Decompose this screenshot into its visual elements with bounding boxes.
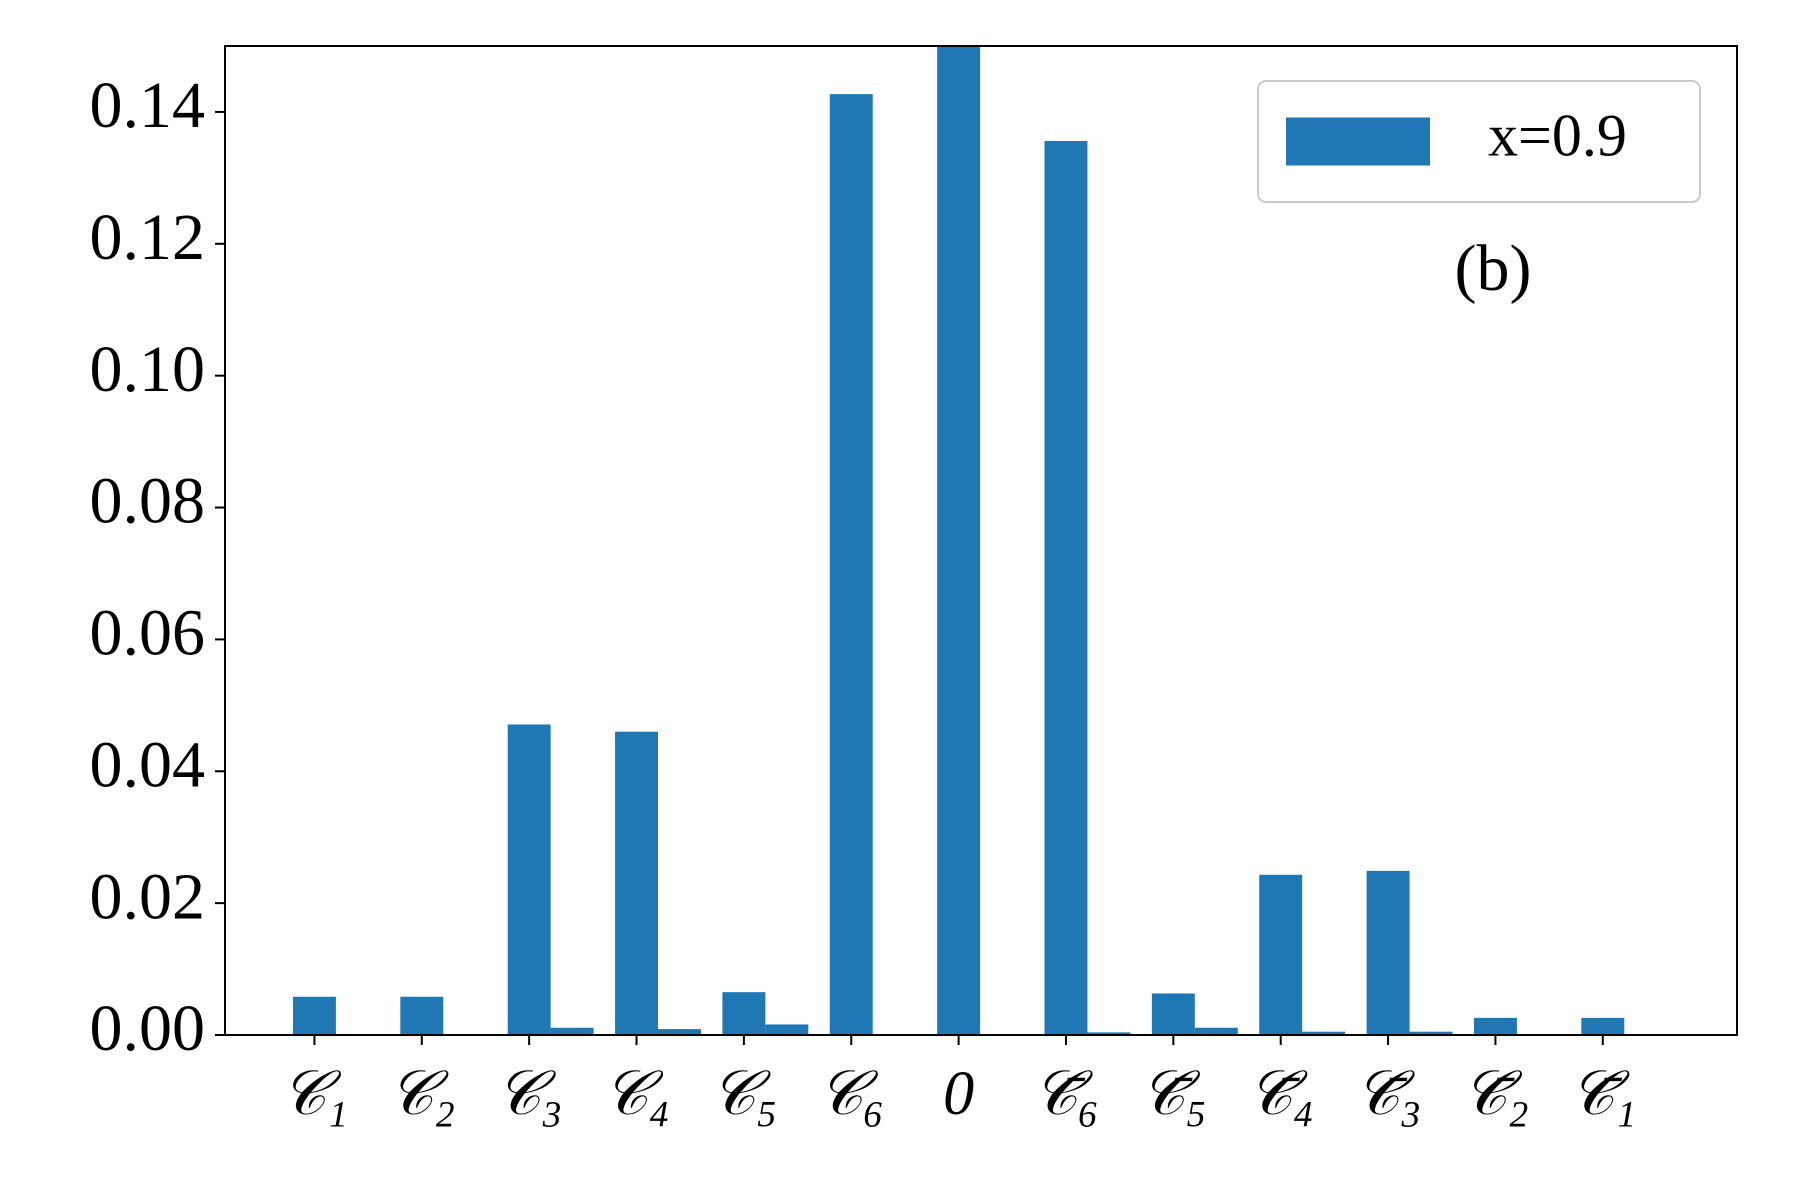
y-tick-label: 0.06 [90,597,206,670]
y-tick-label: 0.00 [90,992,206,1065]
x-tick-label: 𝒞̄₅ [1140,1060,1207,1128]
x-tick-label: 𝒞₃ [496,1060,563,1128]
bar [657,1029,701,1035]
bar [292,996,336,1035]
legend-label: x=0.9 [1488,102,1627,168]
x-tick-label: 𝒞̄₄ [1247,1060,1314,1128]
y-tick-label: 0.12 [90,201,206,274]
bar [937,46,981,1035]
bar [765,1024,809,1035]
annotation: (b) [1455,232,1532,305]
plot-frame [224,45,1738,1036]
bar [1302,1031,1346,1035]
bar [507,724,551,1035]
x-tick-label: 0 [943,1060,974,1128]
x-tick-label: 𝒞₄ [603,1060,670,1128]
x-tick-label: 𝒞₂ [388,1060,455,1128]
bar [1151,993,1195,1035]
x-tick-label: 𝒞̄₁ [1569,1060,1636,1128]
bar [1473,1017,1517,1035]
legend-box [1257,80,1701,203]
bar [400,996,444,1035]
x-tick-label: 𝒞₅ [711,1060,778,1128]
bar [829,94,873,1035]
bar [1581,1017,1625,1035]
bar [1044,140,1088,1036]
y-tick-label: 0.14 [90,69,206,142]
bar [550,1027,594,1035]
x-tick-label: 𝒞₆ [818,1060,885,1128]
bar [615,731,658,1035]
x-tick-label: 𝒞̄₃ [1355,1060,1422,1128]
bar [1194,1027,1238,1035]
x-tick-label: 𝒞̄₂ [1462,1060,1529,1128]
y-tick-label: 0.04 [90,728,206,801]
bar [1409,1031,1453,1035]
y-tick-label: 0.02 [90,860,206,933]
bar [1366,870,1410,1035]
y-tick-label: 0.08 [90,465,206,538]
bar [722,992,766,1035]
y-tick-label: 0.10 [90,333,206,406]
x-tick-label: 𝒞̄₆ [1033,1060,1100,1128]
legend-swatch [1286,117,1430,166]
bar [1259,874,1303,1035]
bar [1087,1032,1131,1035]
x-tick-label: 𝒞₁ [281,1060,348,1128]
